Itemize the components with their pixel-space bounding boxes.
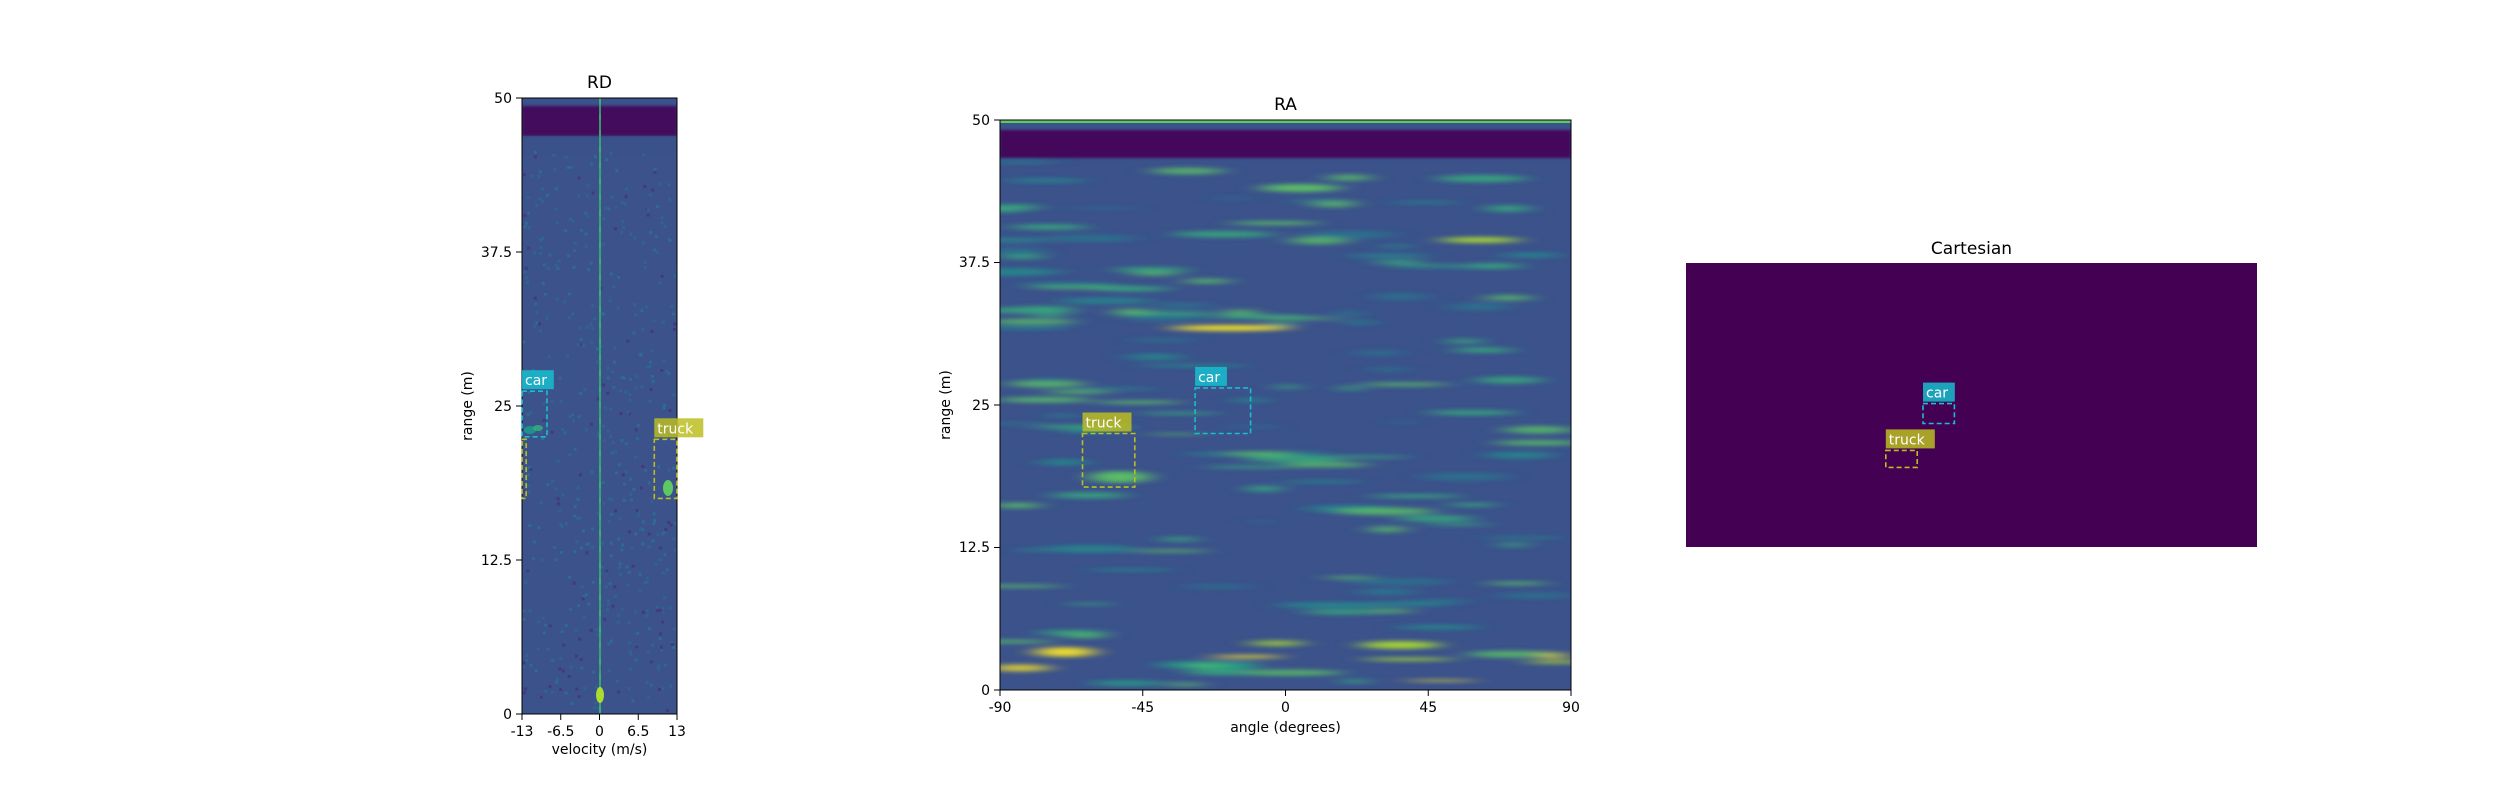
rd-xtick: 0 bbox=[595, 724, 604, 740]
ra-heatmap bbox=[1000, 120, 1571, 690]
ra-ytick: 12.5 bbox=[959, 540, 990, 556]
rd-xtick: 13 bbox=[668, 724, 686, 740]
ra-ytick: 0 bbox=[981, 683, 990, 699]
rd-xtick: 6.5 bbox=[627, 724, 649, 740]
detection-label: truck bbox=[657, 421, 694, 437]
rd-title: RD bbox=[587, 73, 612, 93]
ra-ytick: 25 bbox=[972, 398, 990, 414]
rd-x-ticks: -13 -6.5 0 6.5 13 bbox=[511, 714, 686, 740]
detection-box bbox=[1081, 432, 1136, 488]
ra-boxes: car truck bbox=[1081, 366, 1252, 488]
ra-ylabel: range (m) bbox=[938, 370, 954, 440]
detection-box bbox=[521, 438, 527, 500]
rd-xlabel: velocity (m/s) bbox=[552, 742, 648, 758]
rd-ytick: 25 bbox=[494, 399, 512, 415]
detection-label-bg bbox=[654, 418, 704, 438]
detection-label: car bbox=[1926, 386, 1948, 402]
rd-panel: RD car truck -13 -6.5 0 6.5 13 bbox=[460, 73, 704, 758]
ra-xtick: 90 bbox=[1562, 700, 1580, 716]
detection-box bbox=[1194, 387, 1252, 435]
rd-xtick: -6.5 bbox=[547, 724, 574, 740]
detection-box bbox=[1885, 449, 1919, 469]
ra-xlabel: angle (degrees) bbox=[1230, 720, 1341, 736]
rd-heatmap bbox=[522, 98, 677, 714]
rd-ytick: 0 bbox=[503, 707, 512, 723]
ra-panel: RA car truck -90 -45 0 45 90 0 bbox=[938, 95, 1580, 736]
cartesian-title: Cartesian bbox=[1931, 239, 2012, 259]
detection-label-bg bbox=[1923, 382, 1955, 402]
rd-y-ticks: 0 12.5 25 37.5 50 bbox=[481, 91, 522, 723]
detection-label-bg bbox=[1885, 429, 1935, 449]
detection-label-bg bbox=[1195, 366, 1227, 386]
detection-label-bg bbox=[1082, 412, 1132, 432]
ra-y-ticks: 0 12.5 25 37.5 50 bbox=[959, 113, 1000, 699]
rd-boxes: car truck bbox=[521, 370, 704, 500]
ra-xtick: 45 bbox=[1419, 700, 1437, 716]
detection-box bbox=[1922, 402, 1956, 425]
rd-ylabel: range (m) bbox=[460, 371, 476, 441]
detection-label: truck bbox=[1889, 432, 1926, 448]
detection-label: truck bbox=[1086, 416, 1123, 432]
ra-ytick: 50 bbox=[972, 113, 990, 129]
detection-label-bg bbox=[522, 370, 554, 390]
ra-ytick: 37.5 bbox=[959, 255, 990, 271]
rd-ytick: 50 bbox=[494, 91, 512, 107]
cartesian-boxes: car truck bbox=[1885, 382, 1956, 469]
ra-x-ticks: -90 -45 0 45 90 bbox=[989, 690, 1580, 716]
rd-ytick: 37.5 bbox=[481, 245, 512, 261]
ra-xtick: -90 bbox=[989, 700, 1012, 716]
detection-label: car bbox=[525, 373, 547, 389]
detection-box bbox=[521, 390, 548, 438]
cartesian-background bbox=[1686, 263, 2257, 547]
detection-label: car bbox=[1198, 370, 1220, 386]
rd-ytick: 12.5 bbox=[481, 553, 512, 569]
ra-xtick: -45 bbox=[1131, 700, 1154, 716]
ra-title: RA bbox=[1274, 95, 1297, 115]
detection-box bbox=[653, 438, 678, 500]
cartesian-panel: Cartesian car truck bbox=[1686, 239, 2257, 547]
rd-xtick: -13 bbox=[511, 724, 534, 740]
ra-xtick: 0 bbox=[1281, 700, 1290, 716]
